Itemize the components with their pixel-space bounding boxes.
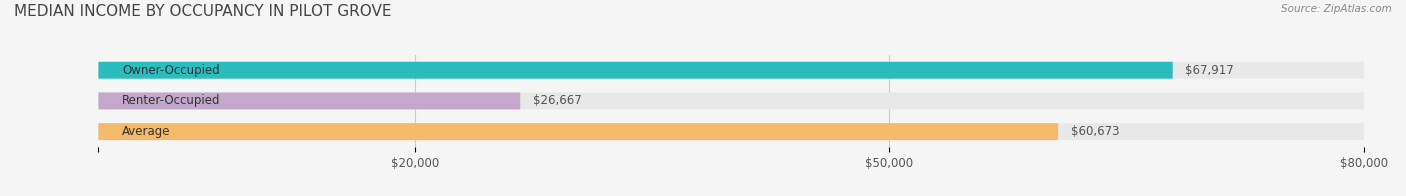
Text: Renter-Occupied: Renter-Occupied [122, 94, 221, 107]
FancyBboxPatch shape [98, 62, 1364, 79]
FancyBboxPatch shape [98, 123, 1364, 140]
FancyBboxPatch shape [98, 93, 520, 109]
Text: $67,917: $67,917 [1185, 64, 1234, 77]
FancyBboxPatch shape [98, 62, 1173, 79]
FancyBboxPatch shape [98, 93, 1364, 109]
Text: $60,673: $60,673 [1071, 125, 1119, 138]
Text: Owner-Occupied: Owner-Occupied [122, 64, 219, 77]
Text: $26,667: $26,667 [533, 94, 582, 107]
Text: Source: ZipAtlas.com: Source: ZipAtlas.com [1281, 4, 1392, 14]
Text: MEDIAN INCOME BY OCCUPANCY IN PILOT GROVE: MEDIAN INCOME BY OCCUPANCY IN PILOT GROV… [14, 4, 391, 19]
FancyBboxPatch shape [98, 123, 1059, 140]
Text: Average: Average [122, 125, 170, 138]
